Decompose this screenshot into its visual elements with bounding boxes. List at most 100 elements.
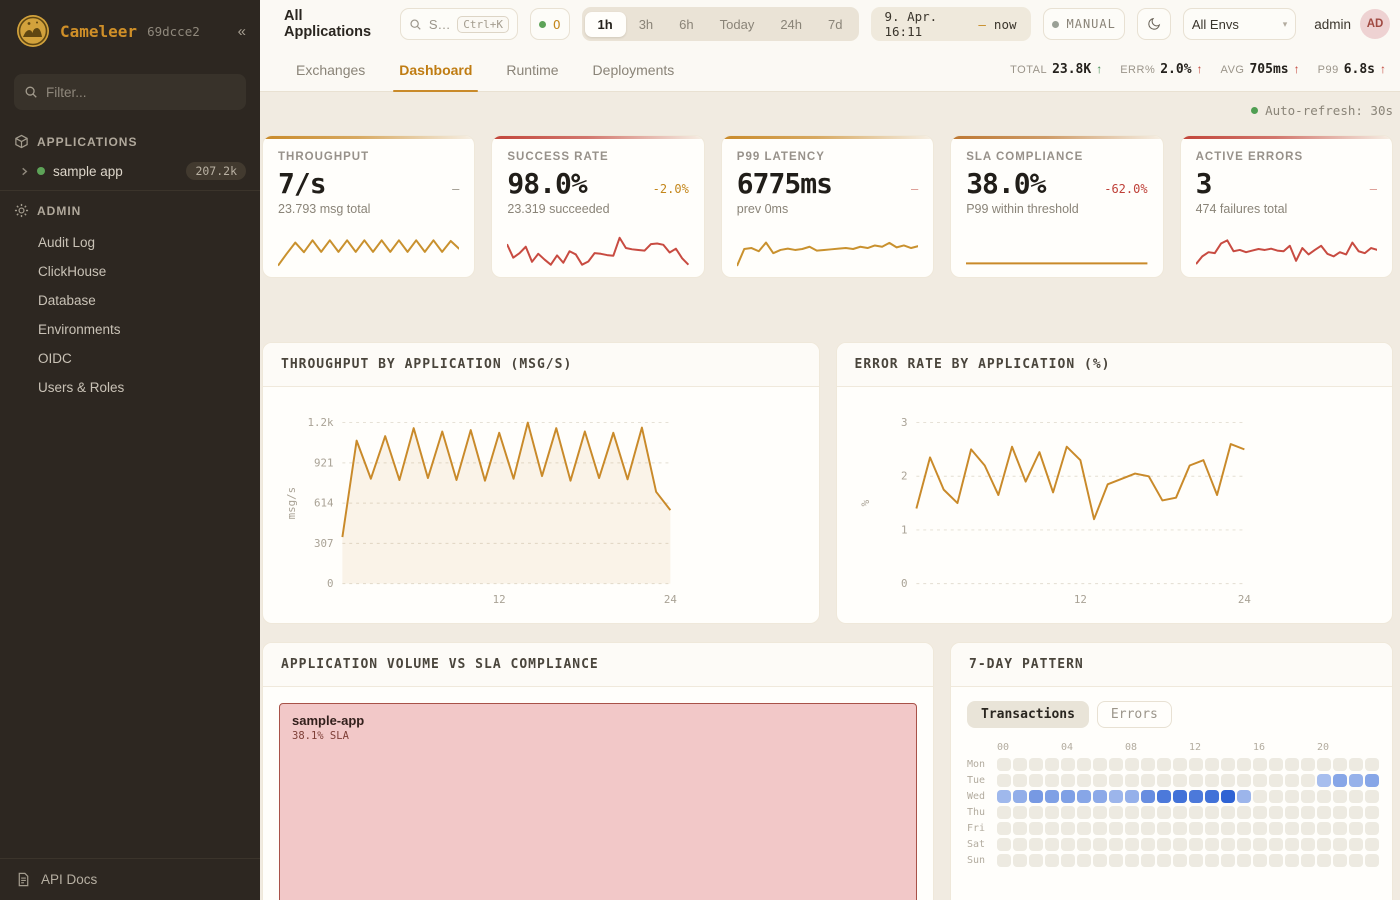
date-range-picker[interactable]: 9. Apr. 16:11 – now: [870, 7, 1031, 41]
heatmap-cell: [1205, 757, 1219, 771]
kpi-delta: –: [1369, 182, 1377, 196]
heatmap-cell: [997, 757, 1011, 771]
refresh-mode-button[interactable]: MANUAL: [1042, 8, 1125, 40]
heatmap-cell: [1029, 773, 1043, 787]
kpi-accent-bar: [1180, 136, 1392, 139]
manual-label: MANUAL: [1066, 17, 1116, 31]
heatmap-cell: [1013, 789, 1027, 803]
sidebar-item-clickhouse[interactable]: ClickHouse: [38, 264, 107, 279]
heatmap-cell: [1141, 773, 1155, 787]
kpi-sparkline: [1196, 231, 1377, 269]
sidebar-item-audit-log[interactable]: Audit Log: [38, 235, 96, 250]
tab-deployments[interactable]: Deployments: [592, 61, 675, 78]
heatmap-cell: [1221, 821, 1235, 835]
heatmap-cell: [1189, 805, 1203, 819]
heatmap-cell: [1013, 773, 1027, 787]
trend-up-icon: ↑: [1380, 62, 1386, 76]
filter-input[interactable]: [46, 84, 236, 100]
page-title: All Applications: [284, 8, 372, 40]
weekly-heatmap: 00 04 08 12 16 20 Mon Tue Wed Thu Fri Sat Sun: [967, 742, 1379, 868]
heatmap-cell: [1349, 821, 1363, 835]
heatmap-cell: [1189, 853, 1203, 867]
heatmap-cell: [1141, 805, 1155, 819]
toggle-transactions[interactable]: Transactions: [967, 701, 1089, 728]
range-1h[interactable]: 1h: [584, 11, 626, 37]
theme-toggle-button[interactable]: [1136, 8, 1171, 40]
range-7d[interactable]: 7d: [815, 12, 855, 37]
heatmap-cell: [1077, 789, 1091, 803]
sidebar-item-users-roles[interactable]: Users & Roles: [38, 380, 125, 395]
heatmap-cell: [1333, 853, 1347, 867]
tab-exchanges[interactable]: Exchanges: [296, 61, 366, 78]
svg-text:0: 0: [901, 577, 908, 590]
heatmap-cell: [1285, 853, 1299, 867]
avatar[interactable]: AD: [1360, 9, 1390, 39]
trend-up-icon: ↑: [1096, 62, 1103, 76]
kpi-value: 6775ms: [736, 167, 833, 200]
kpi-sparkline: [278, 231, 459, 269]
heatmap-cell: [997, 821, 1011, 835]
heatmap-cell: [1269, 757, 1283, 771]
heatmap-cell: [1157, 757, 1171, 771]
range-6h[interactable]: 6h: [666, 12, 706, 37]
sidebar-collapse-button[interactable]: «: [237, 22, 246, 40]
heatmap-cell: [1189, 821, 1203, 835]
package-icon: [15, 134, 28, 149]
user-menu[interactable]: admin AD: [1314, 9, 1390, 39]
svg-text:%: %: [859, 499, 872, 506]
heatmap-cell: [1285, 789, 1299, 803]
filter-box[interactable]: [14, 74, 246, 110]
heatmap-cell: [1205, 853, 1219, 867]
heatmap-cell: [1349, 805, 1363, 819]
sidebar-item-environments[interactable]: Environments: [38, 322, 121, 337]
stat-label: AVG: [1220, 64, 1245, 76]
heatmap-cell: [1253, 757, 1267, 771]
heatmap-cell: [1333, 821, 1347, 835]
svg-text:1.2k: 1.2k: [308, 416, 335, 429]
svg-text:24: 24: [1237, 593, 1250, 606]
heatmap-cell: [1029, 805, 1043, 819]
svg-text:msg/s: msg/s: [285, 487, 298, 520]
toggle-errors[interactable]: Errors: [1096, 701, 1172, 728]
heatmap-row-sun: Sun: [967, 852, 1379, 868]
pattern-toggle-group: Transactions Errors: [967, 701, 1376, 728]
stat-value: 2.0%: [1160, 62, 1192, 77]
sidebar-item-oidc[interactable]: OIDC: [38, 351, 72, 366]
stat-value: 705ms: [1249, 62, 1289, 77]
heatmap-cell: [1333, 789, 1347, 803]
heatmap-cell: [1285, 837, 1299, 851]
range-3h[interactable]: 3h: [626, 12, 666, 37]
heatmap-cell: [1237, 821, 1251, 835]
heatmap-cell: [1077, 821, 1091, 835]
heatmap-cell: [1029, 821, 1043, 835]
sidebar-item-database[interactable]: Database: [38, 293, 96, 308]
global-search[interactable]: S… Ctrl+K: [399, 8, 518, 40]
heatmap-cell: [1061, 805, 1075, 819]
range-24h[interactable]: 24h: [767, 12, 815, 37]
svg-text:24: 24: [664, 593, 677, 606]
connection-status-button[interactable]: O: [529, 8, 570, 40]
heatmap-cell: [1093, 805, 1107, 819]
tab-runtime[interactable]: Runtime: [506, 61, 559, 78]
range-today[interactable]: Today: [707, 12, 768, 37]
heatmap-cell: [1349, 789, 1363, 803]
heatmap-cell: [1029, 789, 1043, 803]
heatmap-cell: [1349, 853, 1363, 867]
heatmap-cell: [1317, 853, 1331, 867]
heatmap-cell: [1237, 789, 1251, 803]
treemap-cell-sample-app[interactable]: sample-app 38.1% SLA: [279, 703, 917, 900]
environment-select[interactable]: All Envs ▾: [1182, 8, 1297, 40]
sidebar-item-sample-app[interactable]: sample app 207.2k: [0, 155, 260, 190]
heatmap-cell: [1285, 821, 1299, 835]
kpi-title: SLA COMPLIANCE: [966, 151, 1084, 163]
sidebar-item-api-docs[interactable]: API Docs: [0, 859, 260, 900]
heatmap-cell: [1093, 757, 1107, 771]
divider: [0, 858, 260, 859]
heatmap-cell: [997, 805, 1011, 819]
bottom-row: APPLICATION VOLUME VS SLA COMPLIANCE sam…: [262, 642, 1393, 900]
tab-dashboard[interactable]: Dashboard: [393, 48, 479, 92]
svg-text:1: 1: [901, 523, 908, 536]
date-to: now: [993, 16, 1017, 32]
refresh-status-dot: [1251, 106, 1259, 114]
heatmap-cell: [1109, 821, 1123, 835]
